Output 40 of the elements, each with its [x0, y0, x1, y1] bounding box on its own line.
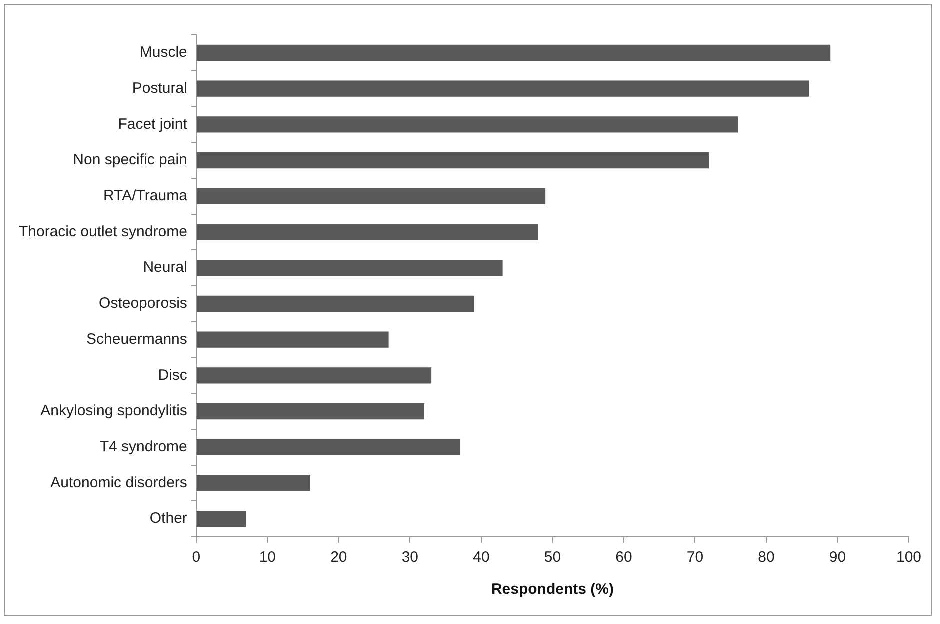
y-tick-label: RTA/Trauma	[104, 188, 188, 204]
bar	[196, 116, 738, 133]
y-tick-label: Non specific pain	[73, 152, 188, 169]
y-tick-label: Neural	[143, 259, 188, 276]
bar	[196, 475, 310, 492]
bar	[196, 403, 424, 420]
bar	[196, 368, 432, 384]
y-tick-label: Osteoporosis	[99, 295, 188, 312]
bar	[196, 80, 810, 97]
y-tick-label: Disc	[158, 366, 188, 384]
x-tick-label: 20	[330, 549, 348, 566]
x-tick-label: 100	[896, 549, 922, 566]
y-tick-label: Thoracic outlet syndrome	[19, 223, 188, 240]
x-tick-label: 10	[259, 549, 276, 566]
y-tick-label: Postural	[132, 80, 188, 97]
y-tick-label: Muscle	[140, 44, 188, 62]
bar	[196, 152, 710, 169]
y-tick-label: Autonomic disorders	[50, 474, 188, 492]
bar	[196, 296, 474, 312]
x-tick-label: 0	[192, 549, 201, 566]
y-tick-label: Scheuermanns	[86, 330, 188, 348]
x-tick-label: 80	[758, 549, 775, 566]
bar	[196, 188, 546, 204]
bar	[196, 439, 460, 456]
y-tick-label: Ankylosing spondylitis	[40, 402, 188, 420]
bar	[196, 260, 503, 276]
y-tick-label: T4 syndrome	[100, 438, 188, 456]
x-tick-label: 30	[402, 549, 419, 566]
bar	[196, 511, 246, 528]
bar	[196, 44, 831, 61]
y-tick-label: Facet joint	[118, 116, 188, 133]
x-tick-label: 70	[686, 549, 704, 566]
y-tick-label: Other	[150, 510, 188, 528]
x-tick-label: 90	[829, 549, 846, 566]
x-tick-label: 60	[616, 549, 632, 566]
x-tick-label: 50	[544, 549, 562, 566]
bar	[196, 224, 538, 240]
x-tick-label: 40	[473, 549, 490, 566]
bar	[196, 332, 389, 348]
x-axis-title: Respondents (%)	[491, 581, 614, 598]
